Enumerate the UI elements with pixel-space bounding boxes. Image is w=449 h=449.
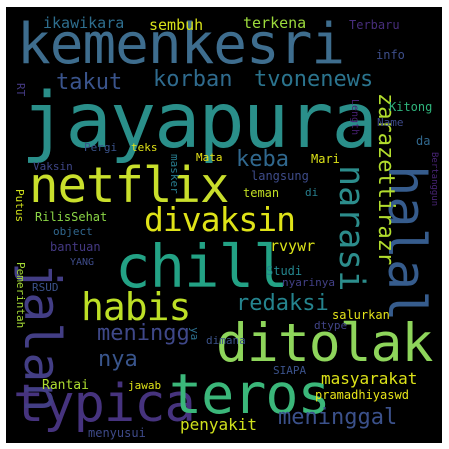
word-ya: ya xyxy=(188,327,201,341)
word-masker: masker xyxy=(168,154,181,194)
word-YANG: YANG xyxy=(70,257,95,268)
word-teman: teman xyxy=(243,186,280,200)
word-Terbaru: Terbaru xyxy=(349,18,400,32)
word-RSUD: RSUD xyxy=(32,281,59,294)
word-teros: teros xyxy=(169,362,331,426)
word-nyarinya: nyarinya xyxy=(282,276,335,289)
word-salurkan: salurkan xyxy=(332,308,390,322)
word-masyarakat: masyarakat xyxy=(321,369,418,388)
word-Mata: Mata xyxy=(196,151,223,164)
word-keba: keba xyxy=(236,147,289,172)
word-jawab: jawab xyxy=(128,379,162,392)
word-Vaksin: Vaksin xyxy=(33,160,73,173)
word-sembuh: sembuh xyxy=(149,16,204,34)
word-Bertanggun: Bertanggun xyxy=(429,152,439,207)
word-Mari: Mari xyxy=(311,152,340,166)
word-dtype: dtype xyxy=(314,319,348,332)
word-takut: takut xyxy=(56,70,123,95)
word-kemenkesri: kemenkesri xyxy=(17,12,345,77)
word-da: da xyxy=(416,134,431,148)
word-Studi: Studi xyxy=(266,264,303,278)
word-bantuan: bantuan xyxy=(50,240,101,254)
word-divaksin: divaksin xyxy=(144,200,296,239)
word-dimana: dimana xyxy=(206,334,246,347)
word-info: info xyxy=(376,48,405,62)
word-pramadhiyaswd: pramadhiyaswd xyxy=(315,388,409,402)
word-meninggal: meninggal xyxy=(278,405,398,430)
word-habis: habis xyxy=(81,285,191,329)
word-jayapura: jayapura xyxy=(21,77,378,166)
word-penyakit: penyakit xyxy=(180,415,258,434)
word-halal: halal xyxy=(376,165,436,322)
word-teks: teks xyxy=(131,141,158,154)
word-menyusui: menyusui xyxy=(88,426,146,440)
word-tvonenews: tvonenews xyxy=(254,67,374,92)
word-RilisSehat: RilisSehat xyxy=(35,210,108,224)
word-object: object xyxy=(53,225,93,238)
word-zarazettirazr: zarazettirazr xyxy=(373,93,398,266)
word-cloud: kemenkesri jayapura netflix chill ditola… xyxy=(6,7,442,443)
word-meningg: meningg xyxy=(97,321,190,346)
word-jalan: jalan xyxy=(13,262,71,413)
word-ditolak: ditolak xyxy=(216,313,433,374)
word-terkena: terkena xyxy=(243,14,307,32)
word-typica: typica xyxy=(13,374,196,434)
word-redaksi: redaksi xyxy=(236,291,329,316)
word-di: di xyxy=(305,186,319,199)
word-langsung: langsung xyxy=(251,169,309,183)
word-chill: chill xyxy=(115,232,289,301)
word-Putus: Putus xyxy=(13,189,26,223)
word-Kitong: Kitong xyxy=(389,100,433,114)
word-Pergi: Pergi xyxy=(84,141,118,154)
word-nya: nya xyxy=(98,347,138,372)
word-RT: RT xyxy=(14,83,27,97)
word-Name: Name xyxy=(377,116,404,129)
word-rvywr: rvywr xyxy=(270,237,316,255)
word-Rantai: Rantai xyxy=(42,378,89,393)
word-narasi: narasi xyxy=(331,165,371,292)
word-SIAPA: SIAPA xyxy=(273,364,307,377)
word-Length: Length xyxy=(349,99,360,136)
word-netflix: netflix xyxy=(29,157,230,214)
word-Pemerintah: Pemerintah xyxy=(14,262,27,329)
word-ikawikara: ikawikara xyxy=(43,14,125,32)
word-korban: korban xyxy=(153,67,233,92)
